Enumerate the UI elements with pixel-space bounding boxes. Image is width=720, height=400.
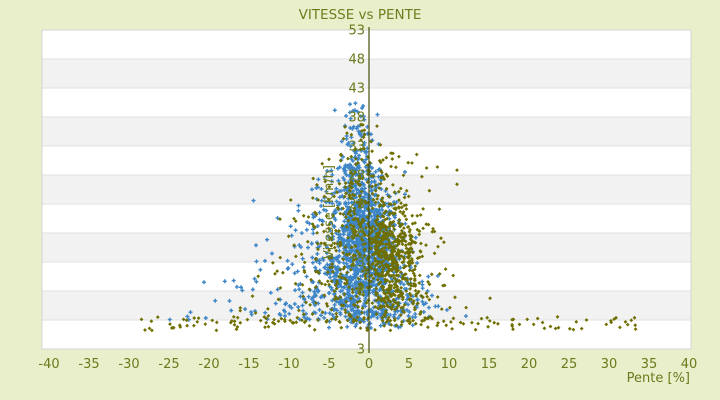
x-tick-label: 40 — [681, 357, 698, 372]
plot-band — [42, 30, 691, 59]
y-tick-label: 18 — [348, 227, 365, 242]
y-tick-label: 33 — [348, 140, 365, 155]
x-tick-label: 5 — [405, 357, 413, 372]
y-tick-label: 53 — [348, 24, 365, 39]
y-tick-label: 43 — [348, 82, 365, 97]
x-tick-label: 10 — [441, 357, 458, 372]
plot-band — [42, 88, 691, 117]
x-tick-label: -5 — [323, 357, 336, 372]
x-tick-label: -10 — [278, 357, 299, 372]
x-tick-label: 25 — [561, 357, 578, 372]
plot-band — [42, 320, 691, 349]
x-axis-tick-labels: -40 -35 -30 -25 -20 -15 -10 -5 0 5 10 15 20 25 30 35 40 — [38, 357, 697, 372]
y-axis-tick-labels: 53 48 43 38 33 28 23 18 13 8 3 — [348, 24, 365, 358]
x-tick-label: 0 — [365, 357, 373, 372]
series-olive-diamond-markers — [139, 122, 638, 333]
y-tick-label: 3 — [357, 343, 365, 358]
y-tick-label: 8 — [357, 285, 365, 300]
plot-band — [42, 59, 691, 88]
x-tick-label: -30 — [118, 357, 139, 372]
x-tick-label: 30 — [601, 357, 618, 372]
x-axis-title: Pente [%] — [627, 371, 690, 386]
y-tick-label: 13 — [348, 256, 365, 271]
x-tick-label: 20 — [521, 357, 538, 372]
y-tick-label: 48 — [348, 53, 365, 68]
x-tick-label: -20 — [198, 357, 219, 372]
y-tick-label: 23 — [348, 198, 365, 213]
y-tick-label: 28 — [348, 169, 365, 184]
y-axis-title: Vitesse [km/h] — [322, 165, 337, 259]
plot-band — [42, 117, 691, 146]
plot-gridlines — [42, 58, 691, 321]
x-tick-label: -15 — [238, 357, 259, 372]
x-tick-label: 35 — [641, 357, 658, 372]
x-tick-label: -25 — [158, 357, 179, 372]
plot-border — [41, 29, 692, 350]
x-tick-label: -35 — [78, 357, 99, 372]
x-tick-label: 15 — [481, 357, 498, 372]
x-tick-label: -40 — [38, 357, 59, 372]
y-tick-label: 38 — [348, 111, 365, 126]
chart-title: VITESSE vs PENTE — [299, 7, 422, 23]
